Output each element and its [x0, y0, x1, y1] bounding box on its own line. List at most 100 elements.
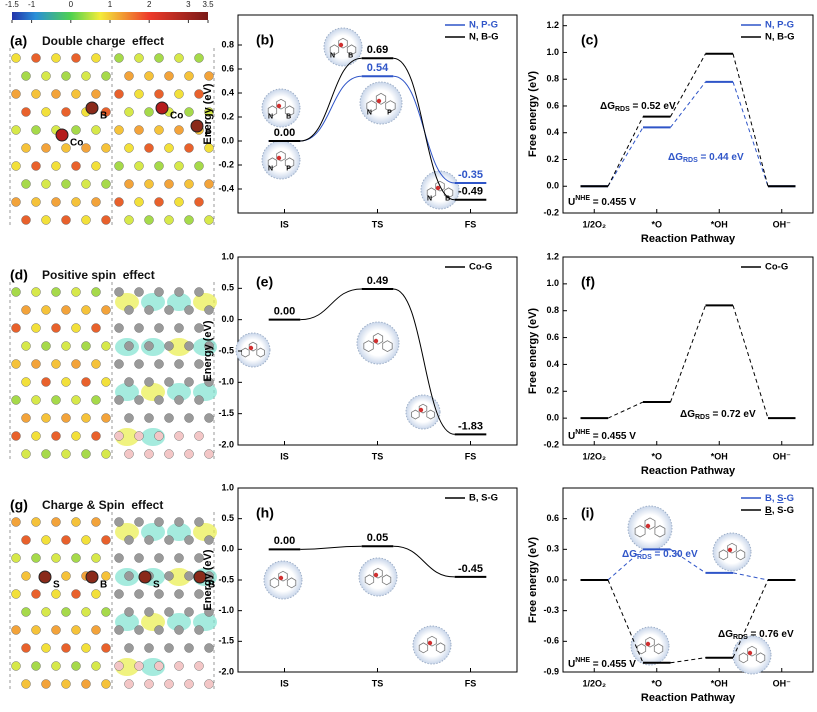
annotation-rest: = 0.52 eV	[630, 101, 676, 112]
atom	[31, 359, 41, 369]
y-tick-label: -0.2	[218, 159, 234, 169]
atom	[11, 197, 21, 207]
atom	[21, 305, 31, 315]
inset	[358, 557, 398, 597]
atom	[41, 341, 51, 351]
annotation-main: U	[568, 659, 575, 670]
connector	[732, 579, 769, 658]
atom	[51, 589, 61, 599]
atom	[21, 643, 31, 653]
atom	[51, 161, 61, 171]
dopant-atom	[193, 570, 207, 584]
legend-label: B, S-G	[765, 505, 794, 516]
atom	[91, 517, 101, 527]
atom	[124, 413, 134, 423]
x-tick-label: IS	[280, 219, 289, 229]
y-tick-label: -1.0	[218, 377, 234, 387]
atom	[81, 143, 91, 153]
atom	[51, 53, 61, 63]
atom	[31, 395, 41, 405]
legend-label: N, P-G	[765, 20, 794, 31]
connector	[670, 305, 706, 403]
atom	[61, 341, 71, 351]
annotation: UNHE = 0.455 V	[568, 429, 636, 442]
y-tick-label: 0.0	[221, 544, 234, 554]
legend-label: N, B-G	[469, 32, 499, 43]
connector	[300, 288, 362, 321]
panel-label: (h)	[256, 505, 274, 521]
atom	[164, 643, 174, 653]
atom	[21, 377, 31, 387]
y-tick-label: -0.9	[543, 666, 559, 676]
atom	[51, 323, 61, 333]
atom	[51, 287, 61, 297]
atom-label: B	[100, 111, 107, 122]
annotation-sup: NHE	[575, 657, 590, 664]
inset	[732, 635, 772, 675]
atom	[71, 395, 81, 405]
atom	[61, 377, 71, 387]
atom	[101, 679, 111, 689]
atom	[71, 197, 81, 207]
annotation-main: ΔG	[680, 409, 695, 420]
atom	[124, 449, 134, 459]
inset-label: B	[445, 195, 450, 202]
panel-label: (g)	[10, 497, 28, 513]
atom	[91, 359, 101, 369]
atom	[81, 215, 91, 225]
atom	[71, 625, 81, 635]
atom	[31, 161, 41, 171]
y-tick-label: 1.2	[546, 251, 559, 261]
panel-label: (f)	[581, 274, 595, 290]
annotation-rest: = 0.44 eV	[698, 152, 744, 163]
annotation-main: ΔG	[668, 152, 683, 163]
atom	[194, 197, 204, 207]
atom	[154, 625, 164, 635]
y-tick-label: 0.2	[546, 154, 559, 164]
colorbar-tick-label: -1.5	[5, 0, 19, 9]
atom	[114, 53, 124, 63]
atom	[91, 431, 101, 441]
atom	[51, 431, 61, 441]
x-tick-label: TS	[372, 678, 384, 688]
atom	[184, 71, 194, 81]
atom	[184, 679, 194, 689]
atom	[41, 107, 51, 117]
atom	[174, 661, 184, 671]
atom	[194, 431, 204, 441]
inset-ring	[366, 100, 377, 113]
atom	[154, 589, 164, 599]
atom	[81, 179, 91, 189]
colorbar-tick-label: 2	[147, 0, 152, 9]
atom-label: S	[153, 580, 160, 591]
atom	[71, 161, 81, 171]
y-tick-label: 0.5	[221, 283, 234, 293]
atom	[61, 143, 71, 153]
atom	[124, 535, 134, 545]
annotation-rest: = 0.30 eV	[652, 549, 698, 560]
atom	[144, 143, 154, 153]
atom	[31, 323, 41, 333]
atom	[81, 607, 91, 617]
annotation-sup: NHE	[575, 429, 590, 436]
atom	[61, 215, 71, 225]
atom	[114, 125, 124, 135]
atom	[144, 179, 154, 189]
atom	[51, 661, 61, 671]
x-tick-label: IS	[280, 451, 289, 461]
dopant-atom	[55, 128, 69, 142]
atom	[164, 571, 174, 581]
y-tick-label: 0.4	[221, 87, 234, 97]
x-axis-title: Reaction Pathway	[641, 233, 736, 245]
atom	[124, 643, 134, 653]
x-tick-label: FS	[465, 451, 477, 461]
x-tick-label: 1/2O₂	[582, 678, 606, 688]
atom	[184, 107, 194, 117]
atom	[154, 197, 164, 207]
atom	[164, 377, 174, 387]
atom	[11, 359, 21, 369]
y-tick-label: -0.3	[543, 605, 559, 615]
annotation-rest: = 0.455 V	[590, 431, 636, 442]
atom	[164, 449, 174, 459]
